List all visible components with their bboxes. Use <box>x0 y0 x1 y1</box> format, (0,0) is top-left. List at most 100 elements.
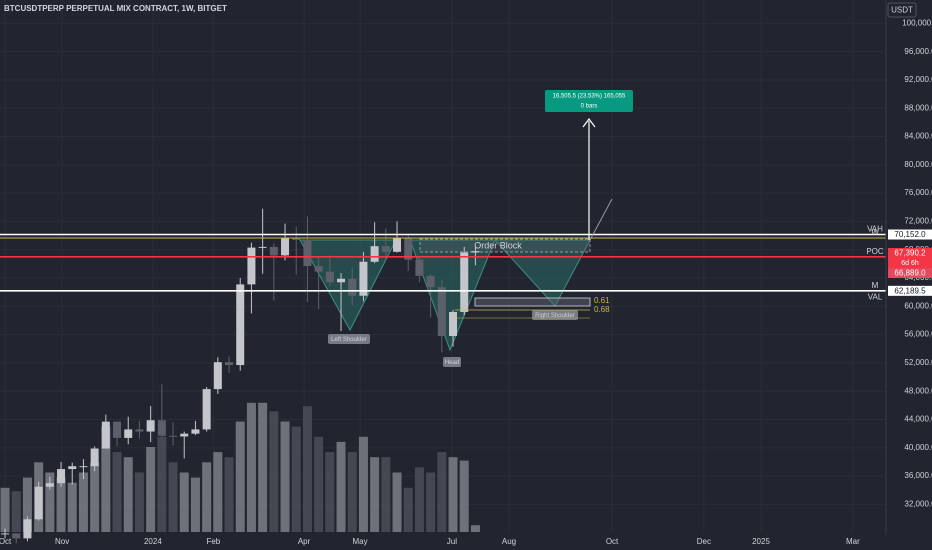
level-name: M <box>872 281 879 290</box>
candle-body <box>236 284 245 366</box>
candle-body <box>202 389 211 430</box>
candle-body <box>169 435 178 437</box>
volume <box>0 402 480 532</box>
candle-body <box>381 246 390 252</box>
candle-body <box>437 287 446 337</box>
volume-bar <box>0 487 10 532</box>
volume-bar <box>314 436 324 532</box>
level-tag <box>888 285 932 296</box>
x-tick-label: Dec <box>697 537 711 546</box>
candle-body <box>157 420 166 436</box>
candle-body <box>124 429 133 438</box>
volume-bar <box>112 452 122 532</box>
fib-label: 0.68 <box>594 305 610 314</box>
candle-body <box>68 466 77 470</box>
candle-body <box>180 433 189 437</box>
volume-bar <box>426 472 436 532</box>
y-tick-label: 48,000.0 <box>904 386 932 395</box>
candle-body <box>325 271 334 283</box>
left-shoulder-label: Left Shoulder <box>331 337 367 343</box>
y-tick-label: 44,000.0 <box>904 415 932 424</box>
level-tag <box>888 229 932 240</box>
x-tick-label: Nov <box>55 537 69 546</box>
y-tick-label: 72,000.0 <box>904 217 932 226</box>
candle-body <box>460 252 469 312</box>
level-name: VAH <box>867 225 883 234</box>
candle-body <box>449 311 458 337</box>
candle-body <box>292 238 301 240</box>
fib-zone <box>474 297 591 307</box>
y-tick-label: 88,000.0 <box>904 103 932 112</box>
candle-body <box>90 448 99 467</box>
volume-bar <box>224 457 234 532</box>
candle-body <box>79 466 88 468</box>
unit-label: USDT <box>891 6 913 15</box>
order-block <box>419 238 591 253</box>
countdown: 6d 6h <box>901 260 919 267</box>
candle-body <box>415 259 424 276</box>
y-tick-label: 80,000.0 <box>904 160 932 169</box>
x-tick-label: 2024 <box>144 537 162 546</box>
x-tick-label: Jul <box>447 537 457 546</box>
candle-body <box>225 362 234 366</box>
x-tick-label: Aug <box>502 537 516 546</box>
candle-body <box>247 247 256 285</box>
label-box <box>443 357 461 367</box>
x-tick-label: Mar <box>846 537 860 546</box>
trend-line <box>589 198 613 241</box>
y-tick-label: 100,000.0 <box>902 18 932 27</box>
label-box <box>532 310 578 320</box>
volume-bar <box>336 441 346 532</box>
y-tick-label: 84,000.0 <box>904 132 932 141</box>
y-tick-label: 76,000.0 <box>904 188 932 197</box>
unit-box <box>887 2 917 18</box>
volume-bar <box>437 452 447 532</box>
x-tick-label: Apr <box>298 537 311 546</box>
x-axis: Oct Nov 2024 Feb Apr May Jul Aug Oct Dec 2025 Mar <box>0 537 860 546</box>
candle-body <box>135 429 144 432</box>
volume-bar <box>381 457 391 532</box>
price-tag-label: 67,390.2 <box>894 249 926 258</box>
candle-body <box>191 429 200 434</box>
candle-body <box>258 246 267 248</box>
y-tick-label: 96,000.0 <box>904 47 932 56</box>
right-shoulder-label: Right Shoulder <box>535 313 575 319</box>
candle-body <box>370 246 379 262</box>
candle-body <box>359 261 368 296</box>
volume-bar <box>134 472 144 532</box>
x-tick-label: Oct <box>0 537 12 546</box>
volume-bar <box>67 482 77 532</box>
volume-bar <box>213 452 223 532</box>
volume-bar <box>358 436 368 532</box>
candle-body <box>213 362 222 390</box>
candle-body <box>146 420 155 432</box>
volume-bar <box>258 402 268 532</box>
volume-bar <box>146 447 156 532</box>
level-tag-label: 70,152.0 <box>894 230 926 239</box>
order-block-label: Order Block <box>474 240 522 250</box>
arrow-head <box>582 118 596 128</box>
chart-title: BTCUSDTPERP PERPETUAL MIX CONTRACT, 1W, … <box>4 4 227 13</box>
volume-bar <box>202 462 212 532</box>
candle-body <box>1 533 10 535</box>
price-tag <box>888 268 932 278</box>
volume-bar <box>22 477 32 532</box>
candle-body <box>23 519 32 539</box>
volume-bar <box>470 525 480 532</box>
candle-body <box>404 238 413 260</box>
y-tick-label: 92,000.0 <box>904 75 932 84</box>
measure-bars: 0 bars <box>581 104 598 110</box>
measure-box <box>545 90 633 112</box>
candle-body <box>303 239 312 266</box>
volume-bar <box>101 426 111 532</box>
candle-body <box>314 266 323 272</box>
fib-label: 0.61 <box>594 296 610 305</box>
volume-bar <box>302 406 312 532</box>
candle-body <box>337 278 346 283</box>
candle-body <box>57 469 66 484</box>
x-tick-label: 2025 <box>752 537 770 546</box>
candle-body <box>269 246 278 256</box>
volume-bar <box>414 467 424 532</box>
left-shoulder-shape <box>299 239 397 332</box>
volume-bar <box>269 411 279 532</box>
